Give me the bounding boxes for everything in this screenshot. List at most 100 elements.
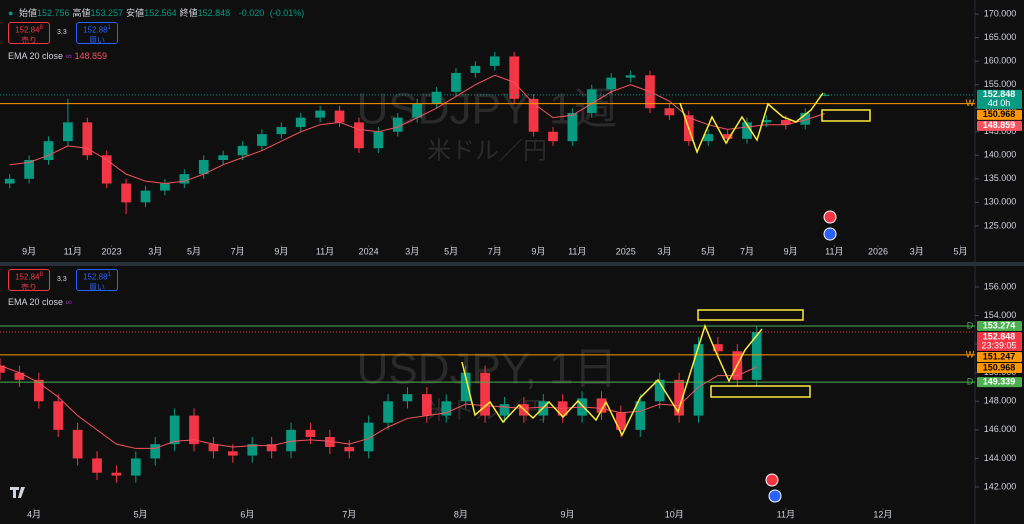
- candle-body: [247, 444, 258, 456]
- candle-body: [509, 56, 520, 99]
- candle-body: [664, 108, 675, 116]
- candle-body: [373, 131, 384, 149]
- ohlc-value: 152.564: [144, 8, 177, 18]
- price-label: 148.859: [983, 120, 1016, 130]
- buy-button[interactable]: 152.881 買い: [76, 269, 118, 292]
- candle-body: [548, 131, 558, 142]
- buy-button[interactable]: 152.881 買い: [76, 22, 118, 45]
- level-tag: D: [967, 320, 974, 330]
- candle-body: [596, 398, 607, 413]
- price-label-box: [977, 331, 1022, 351]
- x-tick-label: 3月: [405, 246, 419, 256]
- candle-body: [412, 103, 423, 118]
- x-tick-label: 11月: [825, 246, 843, 256]
- price-label-box: [977, 89, 1022, 109]
- price-label-box: [977, 362, 1022, 373]
- indicator-legend[interactable]: EMA 20 close ∞: [8, 297, 72, 307]
- candle-body: [14, 372, 25, 380]
- price-label-box: [977, 320, 1022, 331]
- status-dot: ●: [8, 8, 14, 18]
- x-tick-label: 11月: [64, 246, 82, 256]
- candle-body: [441, 401, 452, 416]
- event-icon[interactable]: [765, 473, 779, 487]
- sell-sup: 8: [39, 272, 43, 278]
- candle-body: [751, 332, 762, 380]
- flag-icon[interactable]: [823, 227, 837, 241]
- candle-body: [53, 401, 64, 430]
- price-label: 150.968: [983, 362, 1016, 372]
- candle-body: [189, 415, 199, 445]
- ohlc-value: 152.756: [36, 8, 70, 18]
- level-tag: W: [966, 349, 975, 359]
- sell-button[interactable]: 152.848 売り: [8, 269, 50, 292]
- indicator-legend[interactable]: EMA 20 close ∞ 148.859: [8, 51, 108, 61]
- candle-body: [286, 429, 296, 452]
- candle-body: [819, 94, 830, 96]
- y-tick-label: 170.000: [984, 8, 1017, 18]
- candle-body: [654, 379, 665, 402]
- x-tick-label: 3月: [148, 246, 162, 256]
- x-tick-label: 5月: [134, 509, 148, 519]
- candle-body: [101, 155, 112, 184]
- buy-sup: 1: [107, 25, 111, 31]
- candle-body: [334, 110, 345, 123]
- event-icon[interactable]: [823, 210, 837, 224]
- x-tick-label: 9月: [22, 246, 36, 256]
- ema-line: [0, 365, 757, 449]
- price-label: 151.247: [983, 351, 1016, 361]
- price-label: 150.968: [983, 109, 1016, 119]
- tv-logo[interactable]: [10, 487, 25, 498]
- candle-body: [402, 394, 413, 402]
- x-tick-label: 4月: [27, 509, 41, 519]
- ohlc-label: 高値: [72, 8, 91, 18]
- y-tick-label: 155.000: [984, 79, 1017, 89]
- sell-sup: 8: [39, 25, 43, 31]
- candle-body: [43, 141, 54, 160]
- price-label-box: [977, 120, 1022, 131]
- candle-body: [383, 401, 393, 423]
- flag-icon[interactable]: [768, 489, 782, 503]
- candle-body: [392, 117, 403, 132]
- zone-box: [710, 385, 811, 398]
- x-tick-label: 3月: [910, 246, 924, 256]
- candle-body: [208, 444, 219, 452]
- x-tick-label: 6月: [240, 509, 254, 519]
- x-tick-label: 5月: [187, 246, 201, 256]
- price-label: 149.339: [983, 377, 1016, 387]
- ohlc-value: 152.848: [197, 8, 231, 18]
- x-tick-label: 2023: [102, 246, 122, 256]
- x-tick-label: 9月: [531, 246, 545, 256]
- candle-body: [227, 451, 238, 456]
- x-tick-label: 5月: [701, 246, 715, 256]
- candle-body: [674, 379, 684, 416]
- candle-body: [616, 412, 626, 430]
- x-tick-label: 10月: [665, 509, 684, 519]
- buy-price: 152.88: [83, 272, 108, 282]
- candle-body: [92, 458, 102, 473]
- ohlc-label: 始値: [18, 8, 37, 18]
- sell-button[interactable]: 152.848 売り: [8, 22, 50, 45]
- candle-body: [237, 145, 248, 156]
- candle-body: [72, 429, 83, 459]
- candle-body: [489, 56, 500, 66]
- candle-body: [422, 394, 432, 416]
- candle-body: [305, 429, 316, 437]
- x-tick-label: 11月: [316, 246, 334, 256]
- ohlc-value: 153.257: [90, 8, 124, 18]
- x-tick-label: 9月: [561, 509, 575, 519]
- candle-body: [693, 344, 704, 416]
- candle-body: [169, 415, 180, 445]
- candle-body: [635, 401, 646, 430]
- price-label-box: [977, 351, 1022, 362]
- y-tick-label: 142.000: [984, 481, 1017, 491]
- candle-body: [121, 183, 131, 203]
- candle-body: [315, 110, 325, 118]
- x-tick-label: 9月: [784, 246, 798, 256]
- x-tick-label: 11月: [777, 509, 795, 519]
- candle-body: [111, 472, 122, 476]
- x-tick-label: 2026: [868, 246, 888, 256]
- candle-body: [325, 437, 335, 447]
- candle-body: [780, 120, 791, 125]
- candle-body: [295, 117, 306, 128]
- candle-body: [480, 372, 490, 416]
